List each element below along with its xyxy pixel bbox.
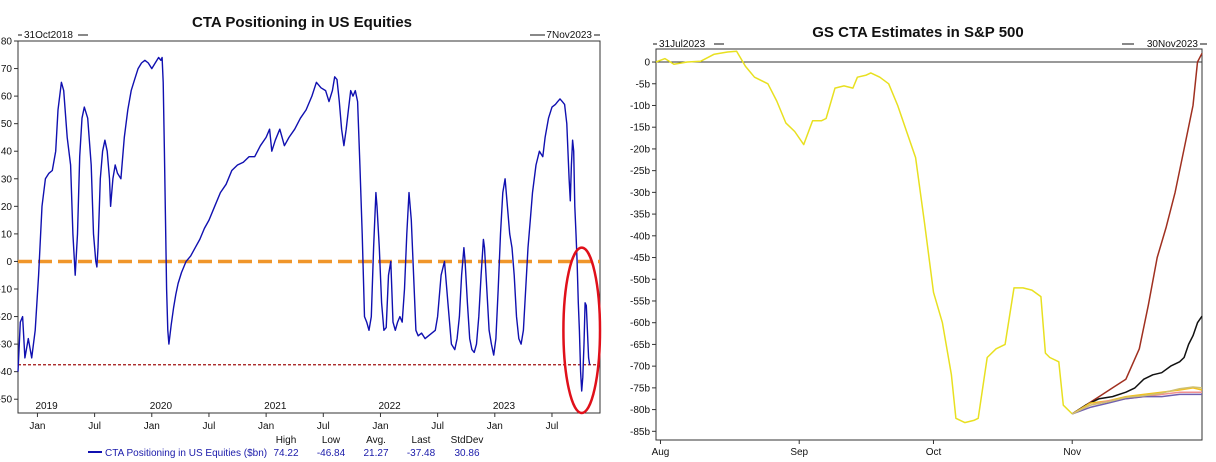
x-year-label: 2022 — [378, 401, 401, 412]
series-line-scenario-6 — [1071, 386, 1203, 415]
x-tick-label: Jul — [88, 421, 101, 432]
legend-stat-value: -46.84 — [317, 448, 346, 459]
y-tick-label: -65b — [630, 340, 650, 351]
y-tick-label: -20b — [630, 144, 650, 155]
y-tick-label: -40 — [0, 367, 12, 378]
y-tick-label: 80 — [1, 37, 13, 48]
legend-stats: High 74.22 Low -46.84 Avg. 21.27 Last -37.48 Std… — [273, 435, 483, 459]
y-tick-label: -35b — [630, 210, 650, 221]
series-line-scenario-1 — [1071, 52, 1203, 415]
plot-area: -85b -80b -75b -70b -65b -60b -55b -50b -45b -40b… — [630, 48, 1203, 458]
x-tick-label: Nov — [1063, 447, 1081, 458]
y-tick-label: 20 — [1, 202, 13, 213]
x-tick-label: Jan — [372, 421, 388, 432]
x-tick-label: Aug — [652, 447, 670, 458]
gs-cta-estimates-svg: GS CTA Estimates in S&P 500 31Jul2023 30… — [630, 24, 1207, 458]
plot-frame — [17, 40, 601, 414]
x-tick-label: Jul — [317, 421, 330, 432]
legend-stat-header: Avg. — [366, 435, 386, 446]
gs-cta-estimates-chart: GS CTA Estimates in S&P 500 31Jul2023 30… — [612, 0, 1216, 462]
series-line-scenario-5 — [1071, 393, 1202, 415]
y-tick-label: 40 — [1, 147, 13, 158]
y-tick-label: 70 — [1, 64, 13, 75]
x-tick-label: Jan — [258, 421, 274, 432]
x-tick-label: Jan — [29, 421, 45, 432]
x-year-label: 2020 — [150, 401, 173, 412]
y-tick-label: -40b — [630, 231, 650, 242]
y-tick-label: 60 — [1, 92, 13, 103]
x-tick-label: Oct — [926, 447, 942, 458]
chart-title: CTA Positioning in US Equities — [192, 14, 412, 31]
range-end-label: 30Nov2023 — [1147, 39, 1199, 50]
legend-stat-value: 30.86 — [454, 448, 479, 459]
series-line-history — [655, 50, 1073, 424]
y-tick-label: -25b — [630, 166, 650, 177]
y-tick-label: -80b — [630, 405, 650, 416]
y-tick-label: -85b — [630, 427, 650, 438]
y-tick-label: -30 — [0, 340, 12, 351]
series-line-scenario-2 — [1071, 315, 1203, 415]
legend-stat-header: StdDev — [451, 435, 484, 446]
y-tick-label: -70b — [630, 362, 650, 373]
y-tick-label: -10b — [630, 101, 650, 112]
x-tick-label: Jan — [144, 421, 160, 432]
y-tick-label: -50 — [0, 395, 12, 406]
y-tick-label: -10 — [0, 285, 12, 296]
x-tick-label: Jul — [203, 421, 216, 432]
legend-stat-value: 21.27 — [363, 448, 388, 459]
chart-title: GS CTA Estimates in S&P 500 — [812, 24, 1023, 41]
y-tick-label: 30 — [1, 174, 13, 185]
legend-stat-value: -37.48 — [407, 448, 436, 459]
range-end-label: 7Nov2023 — [546, 30, 592, 41]
y-tick-label: 0 — [644, 58, 650, 69]
x-tick-label: Sep — [790, 447, 808, 458]
plot-area: -50 -40 -30 -20 -10 0 10 20 30 40 50 60 70 80 Jan Jul Ja… — [0, 37, 602, 432]
y-tick-label: -60b — [630, 318, 650, 329]
x-year-label: 2023 — [493, 401, 516, 412]
x-tick-label: Jul — [431, 421, 444, 432]
y-tick-label: -45b — [630, 253, 650, 264]
cta-positioning-svg: CTA Positioning in US Equities 31Oct2018… — [0, 14, 602, 459]
y-tick-label: -55b — [630, 296, 650, 307]
x-tick-label: Jan — [487, 421, 503, 432]
series-line-CTA Positioning in US Equities ($bn) — [17, 56, 591, 392]
plot-frame — [655, 48, 1203, 441]
legend-stat-header: Low — [322, 435, 341, 446]
y-tick-label: -20 — [0, 312, 12, 323]
y-tick-label: 0 — [6, 257, 12, 268]
y-tick-label: -50b — [630, 275, 650, 286]
cta-positioning-chart: CTA Positioning in US Equities 31Oct2018… — [0, 14, 602, 459]
legend-stat-value: 74.22 — [273, 448, 298, 459]
legend-stat-header: High — [276, 435, 297, 446]
highlight-ellipse — [562, 246, 602, 415]
y-tick-label: -15b — [630, 123, 650, 134]
legend-stat-header: Last — [412, 435, 431, 446]
x-tick-label: Jul — [546, 421, 559, 432]
y-tick-label: 50 — [1, 119, 13, 130]
y-tick-label: 10 — [1, 229, 13, 240]
x-year-label: 2021 — [264, 401, 287, 412]
range-start-label: 31Oct2018 — [24, 30, 73, 41]
legend-series-label: CTA Positioning in US Equities ($bn) — [105, 448, 267, 459]
y-tick-label: -30b — [630, 188, 650, 199]
y-tick-label: -75b — [630, 383, 650, 394]
y-tick-label: -5b — [636, 79, 651, 90]
range-start-label: 31Jul2023 — [659, 39, 706, 50]
series-line-scenario-3 — [1071, 387, 1203, 415]
x-year-label: 2019 — [35, 401, 58, 412]
